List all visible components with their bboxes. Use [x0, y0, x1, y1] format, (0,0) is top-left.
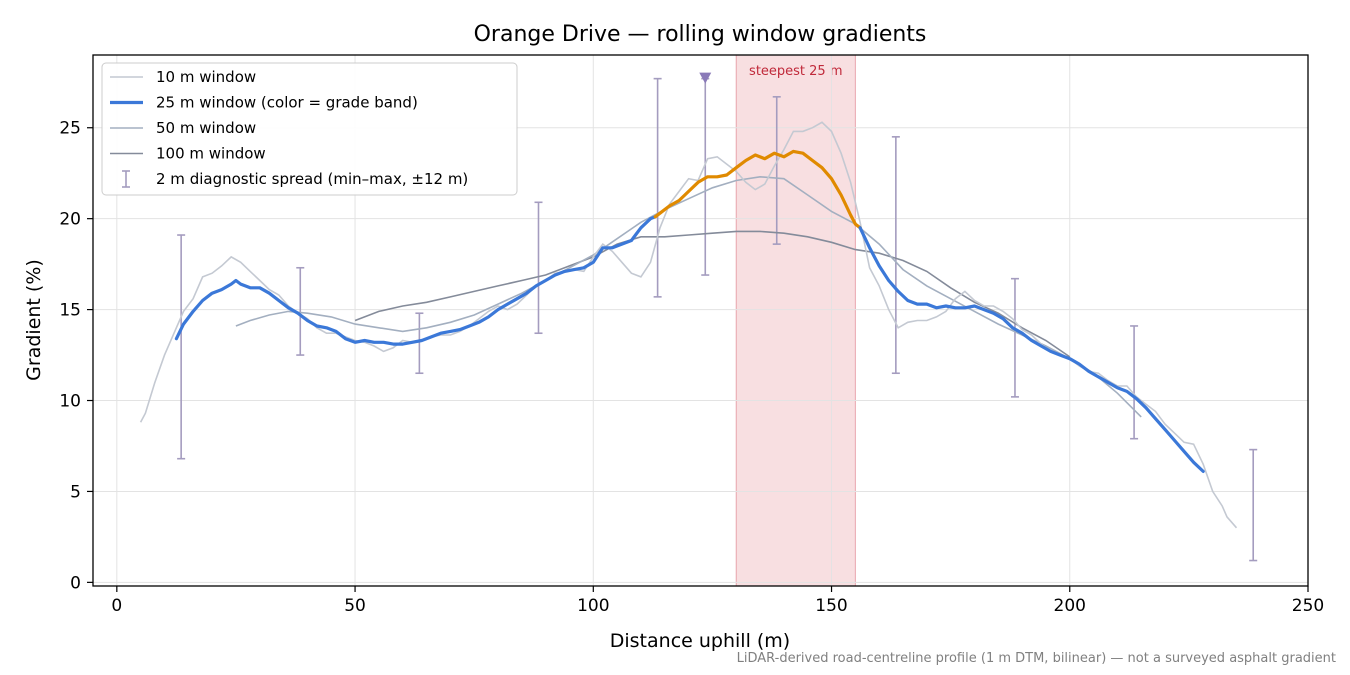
- y-tick-label: 15: [59, 301, 81, 321]
- x-tick-label: 200: [1054, 596, 1086, 616]
- series-50m-line: [235, 175, 1142, 418]
- plot-frame: [92, 54, 1309, 587]
- y-tick-label: 25: [59, 119, 81, 139]
- series-25m-line: [653, 149, 862, 230]
- y-tick-label: 5: [70, 482, 81, 502]
- legend-label: 50 m window: [156, 119, 256, 137]
- series-25m-line: [174, 215, 657, 346]
- peak-marker: [699, 72, 712, 84]
- x-tick-label: 250: [1292, 596, 1324, 616]
- legend-label: 2 m diagnostic spread (min–max, ±12 m): [156, 170, 468, 188]
- series-100m-line: [354, 230, 1071, 358]
- plot-series: [139, 77, 1258, 562]
- y-tick-label: 10: [59, 392, 81, 412]
- y-axis-label: Gradient (%): [23, 259, 45, 381]
- x-tick-label: 150: [815, 596, 847, 616]
- x-axis-label: Distance uphill (m): [610, 630, 790, 652]
- chart-title: Orange Drive — rolling window gradients: [474, 22, 927, 47]
- footnote: LiDAR-derived road-centreline profile (1…: [736, 651, 1336, 666]
- y-tick-label: 0: [70, 573, 81, 593]
- legend: 10 m window 25 m window (color = grade ba…: [101, 62, 518, 196]
- legend-label: 10 m window: [156, 68, 256, 86]
- legend-label: 25 m window (color = grade band): [156, 94, 418, 112]
- x-tick-label: 0: [111, 596, 122, 616]
- legend-label: 100 m window: [156, 145, 266, 163]
- x-tick-label: 100: [577, 596, 609, 616]
- y-tick-label: 20: [59, 210, 81, 230]
- x-tick-label: 50: [344, 596, 366, 616]
- legend-box: [101, 62, 518, 196]
- steepest-span: [735, 54, 856, 587]
- steepest-span-label: steepest 25 m: [749, 64, 842, 79]
- series-25m-line: [858, 226, 1205, 473]
